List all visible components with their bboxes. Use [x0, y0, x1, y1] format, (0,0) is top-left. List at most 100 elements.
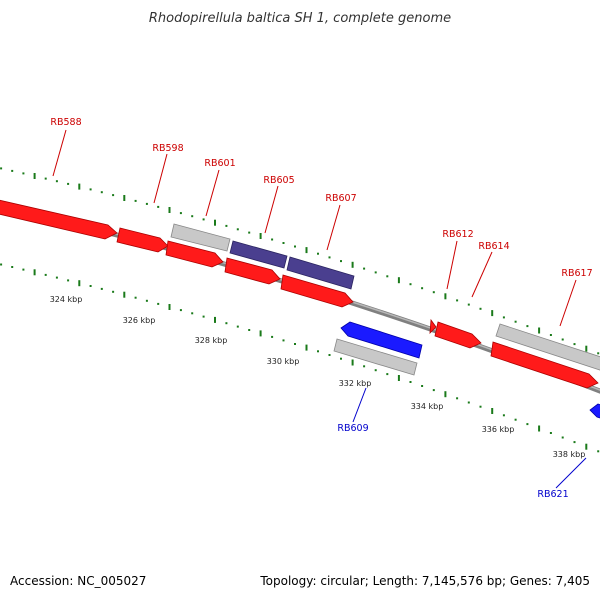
tick-lower	[214, 316, 216, 323]
tick-upper	[179, 212, 182, 215]
tick-upper	[409, 283, 412, 286]
tick-lower	[549, 432, 552, 434]
tick-lower	[526, 423, 529, 426]
tick-lower	[33, 269, 36, 276]
tick-upper	[236, 228, 239, 231]
label-RB598[interactable]: RB598	[152, 143, 183, 154]
gene-RB598[interactable]	[116, 227, 169, 253]
tick-lower	[421, 385, 424, 387]
tick-lower	[456, 397, 459, 400]
tick-upper	[67, 182, 70, 185]
scale-label: 328 kbp	[195, 336, 228, 345]
tick-lower	[259, 330, 262, 337]
tick-upper	[514, 320, 517, 323]
tick-lower	[328, 354, 331, 356]
tick-upper	[259, 233, 262, 239]
accession-text: Accession: NC_005027	[10, 574, 146, 588]
leader-RB612	[446, 240, 458, 290]
tick-lower	[0, 263, 3, 266]
feature-RB605[interactable]	[229, 240, 288, 269]
tick-upper	[202, 218, 205, 221]
tick-lower	[67, 279, 70, 282]
leader-RB601	[205, 169, 220, 217]
tick-upper	[444, 293, 447, 300]
leader-RB605	[264, 185, 279, 234]
tick-upper	[467, 303, 470, 306]
feature-RB601-top[interactable]	[170, 223, 231, 252]
gene-labels: RB588 RB598 RB601 RB605 RB607 RB612 RB61…	[50, 117, 592, 500]
scale-label: 336 kbp	[482, 425, 515, 434]
label-RB612[interactable]: RB612	[442, 229, 473, 240]
gene-RB607[interactable]	[280, 274, 354, 308]
gene-RB621[interactable]	[589, 403, 600, 421]
tick-upper	[100, 191, 103, 194]
tick-upper	[168, 207, 171, 213]
label-RB601[interactable]: RB601	[204, 158, 235, 169]
tick-upper	[157, 205, 160, 208]
tick-upper	[363, 267, 366, 270]
gene-RB588[interactable]	[0, 198, 118, 240]
feature-RB609-gray[interactable]	[333, 338, 418, 376]
tick-lower	[585, 443, 588, 450]
tick-lower	[467, 401, 470, 404]
tick-marks	[0, 167, 600, 453]
tick-upper	[585, 345, 588, 352]
genome-summary-text: Topology: circular; Length: 7,145,576 bp…	[259, 574, 590, 588]
gene-RB612[interactable]	[429, 318, 437, 335]
tick-lower	[44, 273, 47, 276]
tick-lower	[502, 414, 505, 417]
label-RB605[interactable]: RB605	[263, 175, 294, 186]
tick-upper	[89, 188, 92, 191]
label-RB617[interactable]: RB617	[561, 268, 592, 279]
tick-upper	[573, 343, 576, 346]
tick-upper	[225, 224, 228, 227]
tick-lower	[282, 339, 285, 342]
tick-upper	[55, 180, 58, 183]
tick-lower	[409, 381, 412, 383]
label-RB607[interactable]: RB607	[325, 193, 356, 204]
label-RB588[interactable]: RB588	[50, 117, 81, 128]
tick-lower	[340, 357, 342, 360]
tick-upper	[549, 334, 552, 336]
tick-upper	[374, 271, 377, 274]
feature-RB607[interactable]	[286, 256, 355, 290]
tick-upper	[191, 215, 194, 218]
tick-upper	[432, 291, 435, 294]
tick-lower	[22, 268, 25, 271]
gene-RB609[interactable]	[340, 321, 423, 359]
tick-upper	[340, 260, 342, 263]
tick-upper	[526, 325, 529, 328]
gene-RB605[interactable]	[224, 257, 281, 285]
scale-label: 330 kbp	[267, 357, 300, 366]
tick-upper	[11, 169, 14, 172]
gene-RB601[interactable]	[165, 240, 224, 268]
feature-RB617-gray[interactable]	[495, 323, 600, 372]
leader-RB588	[52, 129, 67, 177]
tick-upper	[421, 287, 424, 290]
tick-lower	[145, 299, 148, 302]
tick-lower	[317, 350, 319, 353]
tick-lower	[305, 344, 308, 351]
tick-lower	[202, 315, 205, 318]
gene-RB617[interactable]	[490, 341, 599, 389]
tick-upper	[112, 194, 115, 197]
feature-track	[0, 198, 600, 421]
tick-upper	[386, 275, 389, 278]
tick-upper	[305, 247, 308, 254]
gene-RB614[interactable]	[434, 321, 482, 349]
tick-lower	[597, 450, 600, 453]
tick-upper	[317, 252, 319, 255]
tick-lower	[479, 405, 482, 408]
tick-lower	[397, 375, 400, 381]
label-RB609[interactable]: RB609	[337, 423, 368, 434]
scale-labels: 324 kbp 326 kbp 328 kbp 330 kbp 332 kbp …	[50, 295, 586, 459]
label-RB621[interactable]: RB621	[537, 489, 568, 500]
scale-label: 324 kbp	[50, 295, 83, 304]
tick-lower	[168, 304, 171, 310]
label-RB614[interactable]: RB614	[478, 241, 509, 252]
tick-upper	[397, 277, 400, 284]
tick-upper	[479, 307, 482, 310]
scale-label: 338 kbp	[553, 450, 586, 459]
tick-lower	[191, 312, 194, 315]
